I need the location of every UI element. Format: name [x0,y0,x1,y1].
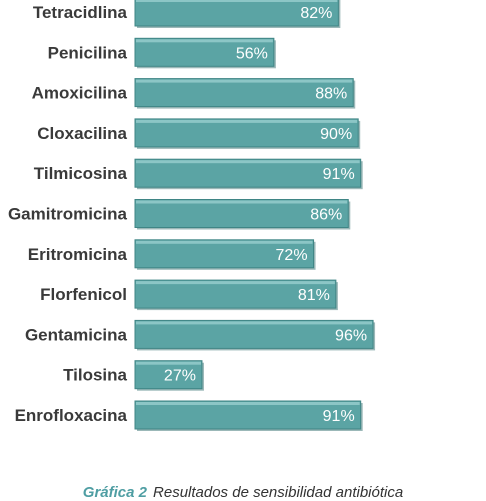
value-label: 88% [315,86,347,103]
caption-text: Resultados de sensibilidad antibiótica [153,484,404,501]
bar-highlight [136,281,335,285]
value-label: 72% [276,247,308,264]
bar-highlight [136,321,373,325]
bar-highlight [136,160,360,164]
category-label: Gamitromicina [8,205,128,224]
caption-lead: Gráfica 2 [82,484,148,501]
bar-row: Cloxacilina 90% [37,118,361,149]
bar [134,158,362,188]
bar-row: Gentamicina 96% [25,319,376,351]
value-label: 96% [335,327,367,344]
category-label: Penicilina [48,43,128,62]
bar-highlight [136,0,338,2]
bar [134,400,362,430]
value-label: 81% [298,287,330,304]
category-label: Enrofloxacina [15,406,128,425]
bar-row: Eritromicina 72% [28,239,316,270]
category-label: Tetracidlina [33,3,128,22]
bar-highlight [136,200,348,204]
bar-highlight [136,240,313,244]
bar [134,37,275,67]
bar [134,279,337,309]
bar-row: Tilmicosina 91% [34,158,363,190]
category-label: Tilosina [63,366,127,385]
value-label: 91% [323,408,355,425]
chart-caption: Gráfica 2 Resultados de sensibilidad anti… [0,484,486,501]
bar [134,239,315,269]
bar-row: Florfenicol 81% [40,279,338,311]
bar-highlight [136,119,358,123]
value-label: 90% [320,126,352,143]
bar-highlight [136,402,360,405]
bar [134,118,359,148]
category-label: Eritromicina [28,245,128,264]
category-label: Amoxicilina [32,84,128,103]
bar-row: Tetracidlina 82% [33,0,341,28]
bar-row: Penicilina 56% [48,37,276,69]
value-label: 86% [310,207,342,224]
value-label: 56% [236,45,268,62]
value-label: 82% [300,5,332,22]
category-label: Gentamicina [25,325,128,344]
bar-row: Tilosina 27% [63,360,204,391]
bar-row: Amoxicilina 88% [32,78,356,109]
bar [134,360,203,390]
bar-highlight [136,361,201,365]
value-label: 27% [164,368,196,385]
bar [134,199,349,228]
category-label: Cloxacilina [37,124,127,143]
bar [134,78,354,108]
bar [134,0,339,27]
category-label: Tilmicosina [34,164,128,183]
category-label: Florfenicol [40,285,127,304]
bar [134,319,374,349]
value-label: 91% [323,166,355,183]
bar-highlight [136,39,273,43]
bar-row: Gamitromicina 86% [8,199,351,230]
bar-row: Enrofloxacina 91% [15,400,363,431]
bar-highlight [136,79,353,83]
